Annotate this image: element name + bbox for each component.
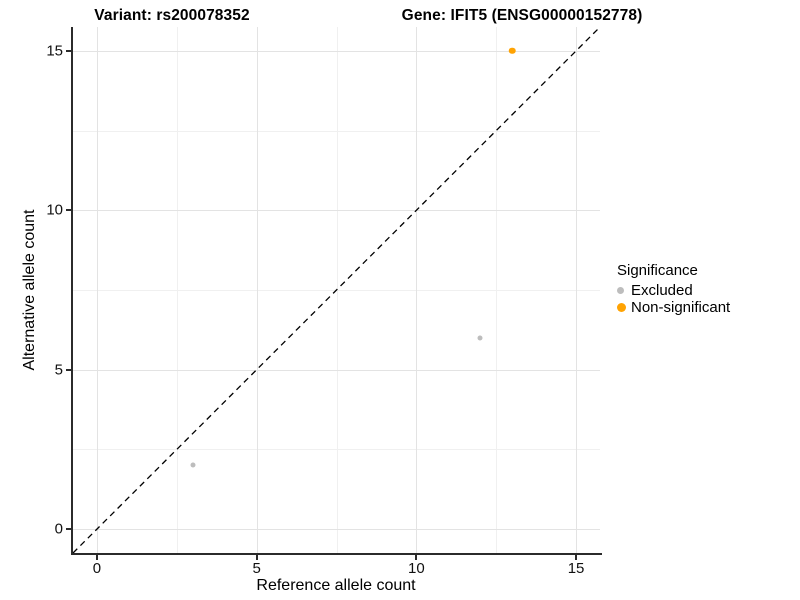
legend-swatch-cell [617,303,631,312]
plot-title-variant: Variant: rs200078352 [94,7,250,24]
legend-title: Significance [617,262,698,279]
x-axis-title: Reference allele count [256,577,416,594]
point-excluded [477,335,483,341]
point-excluded [190,462,196,468]
y-tick-mark [66,528,71,531]
x-tick-mark [575,555,578,560]
h-gridline [73,369,600,371]
h-gridline [73,130,600,132]
legend: Significance Excluded Non-significant [617,262,730,316]
y-tick-label: 15 [46,42,63,60]
y-tick-mark [66,368,71,371]
excluded-dot-icon [617,287,624,294]
legend-swatch-cell [617,287,631,294]
y-axis-line [71,27,73,555]
x-axis-line [71,553,602,555]
v-gridline [256,27,258,553]
h-gridline [73,449,600,451]
v-gridline [96,27,98,553]
v-gridline [576,27,578,553]
h-gridline [73,50,600,52]
h-gridline [73,529,600,531]
x-tick-label: 10 [408,560,425,577]
h-gridline [73,210,600,212]
plot-title-gene: Gene: IFIT5 (ENSG00000152778) [401,7,643,24]
x-tick-label: 0 [92,560,102,577]
legend-item-excluded: Excluded [617,282,730,299]
y-tick-label: 0 [54,520,63,538]
legend-item-non-significant: Non-significant [617,299,730,316]
x-tick-mark [255,555,258,560]
y-tick-label: 5 [54,361,63,379]
point-non-significant [508,47,516,55]
x-tick-label: 5 [252,560,261,577]
v-gridline [416,27,418,553]
x-tick-mark [415,555,418,560]
y-tick-label: 10 [46,201,63,219]
plot-panel [72,26,601,554]
non-significant-dot-icon [617,303,626,312]
x-tick-mark [95,555,98,560]
y-tick-mark [66,49,71,52]
legend-item-label: Excluded [631,282,693,299]
x-tick-label: 15 [567,560,585,577]
legend-item-label: Non-significant [631,299,731,316]
y-tick-mark [66,209,71,212]
y-axis-title: Alternative allele count [21,209,38,371]
identity-dashed-line [72,26,601,554]
